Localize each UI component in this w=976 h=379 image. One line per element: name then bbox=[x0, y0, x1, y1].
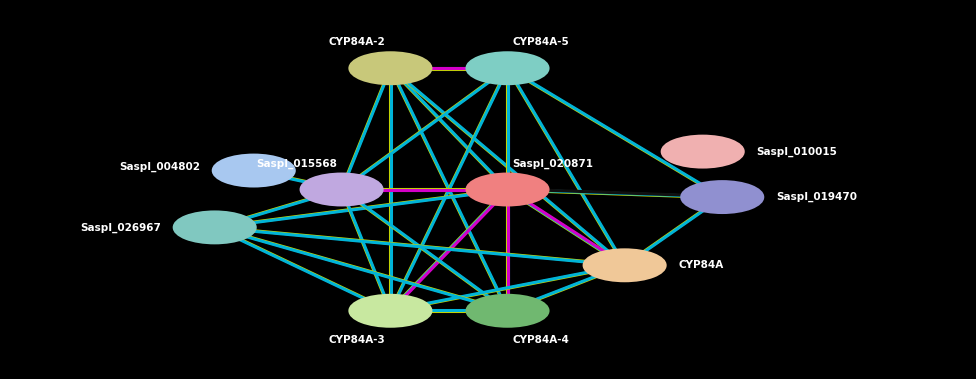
Circle shape bbox=[213, 155, 295, 186]
Text: CYP84A-3: CYP84A-3 bbox=[329, 335, 386, 345]
Text: SaspI_020871: SaspI_020871 bbox=[512, 158, 593, 169]
Text: CYP84A: CYP84A bbox=[678, 260, 723, 270]
Text: SaspI_004802: SaspI_004802 bbox=[119, 161, 200, 172]
Circle shape bbox=[584, 249, 666, 281]
Circle shape bbox=[467, 174, 549, 205]
Circle shape bbox=[467, 295, 549, 327]
Circle shape bbox=[662, 136, 744, 168]
Text: SaspI_010015: SaspI_010015 bbox=[756, 146, 837, 157]
Text: SaspI_026967: SaspI_026967 bbox=[80, 222, 161, 233]
Text: CYP84A-2: CYP84A-2 bbox=[329, 38, 386, 47]
Circle shape bbox=[174, 211, 256, 243]
Circle shape bbox=[349, 295, 431, 327]
Circle shape bbox=[467, 52, 549, 84]
Text: CYP84A-5: CYP84A-5 bbox=[512, 38, 569, 47]
Circle shape bbox=[681, 181, 763, 213]
Circle shape bbox=[349, 52, 431, 84]
Text: SaspI_019470: SaspI_019470 bbox=[776, 192, 857, 202]
Text: SaspI_015568: SaspI_015568 bbox=[256, 158, 337, 169]
Circle shape bbox=[301, 174, 383, 205]
Text: CYP84A-4: CYP84A-4 bbox=[512, 335, 569, 345]
